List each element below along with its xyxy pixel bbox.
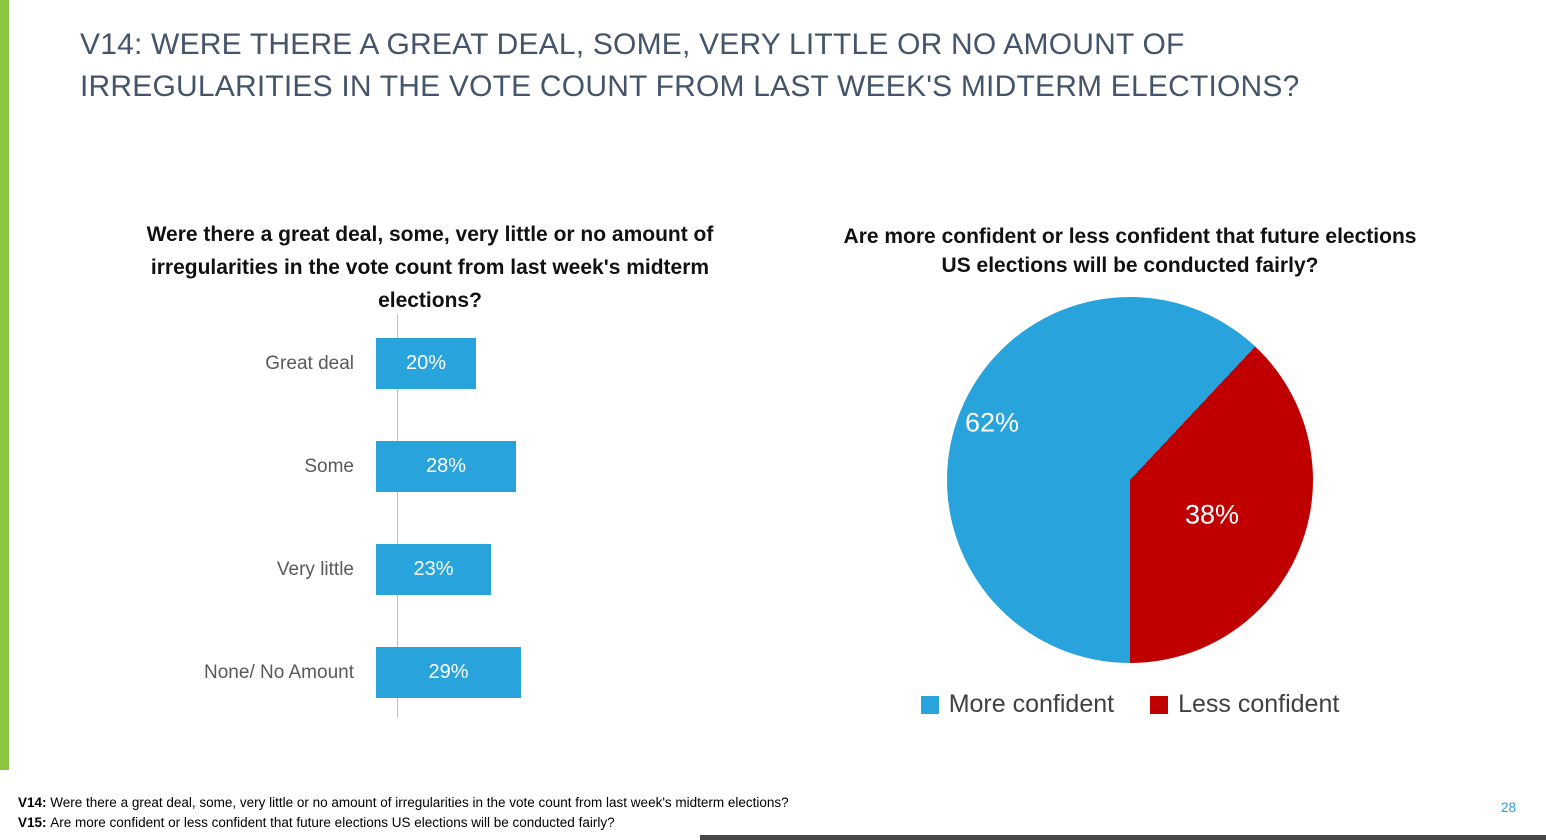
- footnote-text: Were there a great deal, some, very litt…: [50, 795, 789, 810]
- bar-value-label: 23%: [413, 558, 454, 580]
- slide-title-line-2: IRREGULARITIES IN THE VOTE COUNT FROM LA…: [80, 70, 1300, 103]
- pie-slice-label-less-confident: 38%: [1184, 499, 1240, 530]
- footnote-text: Are more confident or less confident tha…: [50, 815, 615, 831]
- bar-chart-title: Were there a great deal, some, very litt…: [146, 223, 714, 313]
- legend-label: More confident: [948, 690, 1115, 718]
- legend-label: Less confident: [1178, 690, 1340, 718]
- page-number: 28: [1500, 800, 1516, 815]
- bar-value-label: 28%: [425, 455, 467, 477]
- bar-row: Very little 23%: [120, 544, 760, 595]
- legend-swatch: [920, 695, 939, 714]
- bar-category-label: Some: [304, 455, 354, 477]
- bottom-edge-bar: [700, 835, 1546, 840]
- footnote-prefix: V15:: [18, 815, 51, 831]
- accent-bar: [0, 0, 9, 770]
- pie-legend: More confident Less confident: [830, 690, 1430, 719]
- slide-title: V14: WERE THERE A GREAT DEAL, SOME, VERY…: [80, 24, 1500, 108]
- legend-item-more-confident: More confident: [920, 690, 1115, 719]
- bar-category-label: Great deal: [265, 352, 354, 374]
- bar-row: Great deal 20%: [120, 338, 760, 389]
- slide-title-line-1: V14: WERE THERE A GREAT DEAL, SOME, VERY…: [80, 28, 1185, 61]
- bar-category-label: Very little: [276, 558, 354, 580]
- bar: 28%: [376, 441, 516, 492]
- legend-swatch: [1150, 695, 1169, 714]
- footnote-prefix: V14:: [18, 795, 51, 810]
- pie-chart-title: Are more confident or less confident tha…: [843, 225, 1417, 278]
- pie-slice-label-more-confident: 62%: [964, 407, 1020, 438]
- bar-value-label: 29%: [428, 661, 469, 683]
- bar: 20%: [376, 338, 476, 389]
- bar-chart-rows: Great deal 20% Some 28% Very little 23% None/ …: [120, 338, 760, 750]
- bar-category-label: None/ No Amount: [204, 661, 354, 683]
- bar-row: Some 28%: [120, 441, 760, 492]
- footnote-v15: V15: Are more confident or less confiden…: [18, 813, 789, 833]
- bar-row: None/ No Amount 29%: [120, 647, 760, 698]
- bar-chart-axis: [397, 314, 398, 717]
- bar: 29%: [376, 647, 521, 698]
- pie: 62% 38%: [947, 297, 1313, 663]
- bar: 23%: [376, 544, 491, 595]
- legend-item-less-confident: Less confident: [1150, 690, 1339, 719]
- bar-value-label: 20%: [405, 352, 447, 374]
- footnote-v14: V14: Were there a great deal, some, very…: [18, 793, 789, 813]
- footnotes: V14: Were there a great deal, some, very…: [18, 793, 789, 834]
